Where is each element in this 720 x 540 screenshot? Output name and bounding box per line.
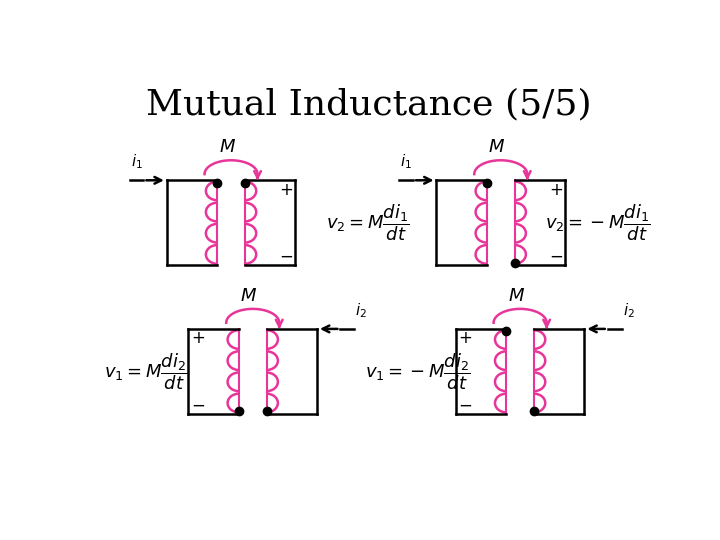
- Text: $i_2$: $i_2$: [355, 301, 367, 320]
- Text: $M$: $M$: [240, 287, 257, 305]
- Text: $+$: $+$: [458, 329, 472, 347]
- Text: $i_2$: $i_2$: [623, 301, 634, 320]
- Text: $+$: $+$: [191, 329, 204, 347]
- Text: $M$: $M$: [219, 138, 235, 157]
- Text: Mutual Inductance (5/5): Mutual Inductance (5/5): [146, 88, 592, 122]
- Text: $-$: $-$: [191, 395, 204, 414]
- Text: $v_1 = -M\dfrac{di_2}{dt}$: $v_1 = -M\dfrac{di_2}{dt}$: [365, 351, 471, 392]
- Text: $-$: $-$: [549, 247, 563, 265]
- Text: $M$: $M$: [508, 287, 525, 305]
- Text: $-$: $-$: [279, 247, 293, 265]
- Text: $v_2 = M\dfrac{di_1}{dt}$: $v_2 = M\dfrac{di_1}{dt}$: [326, 202, 410, 243]
- Text: $+$: $+$: [549, 180, 563, 199]
- Text: $i_1$: $i_1$: [130, 152, 143, 171]
- Text: $v_1 = M\dfrac{di_2}{dt}$: $v_1 = M\dfrac{di_2}{dt}$: [104, 351, 188, 392]
- Text: $M$: $M$: [488, 138, 505, 157]
- Text: $+$: $+$: [279, 180, 293, 199]
- Text: $i_1$: $i_1$: [400, 152, 412, 171]
- Text: $-$: $-$: [458, 395, 472, 414]
- Text: $v_2 = -M\dfrac{di_1}{dt}$: $v_2 = -M\dfrac{di_1}{dt}$: [545, 202, 651, 243]
